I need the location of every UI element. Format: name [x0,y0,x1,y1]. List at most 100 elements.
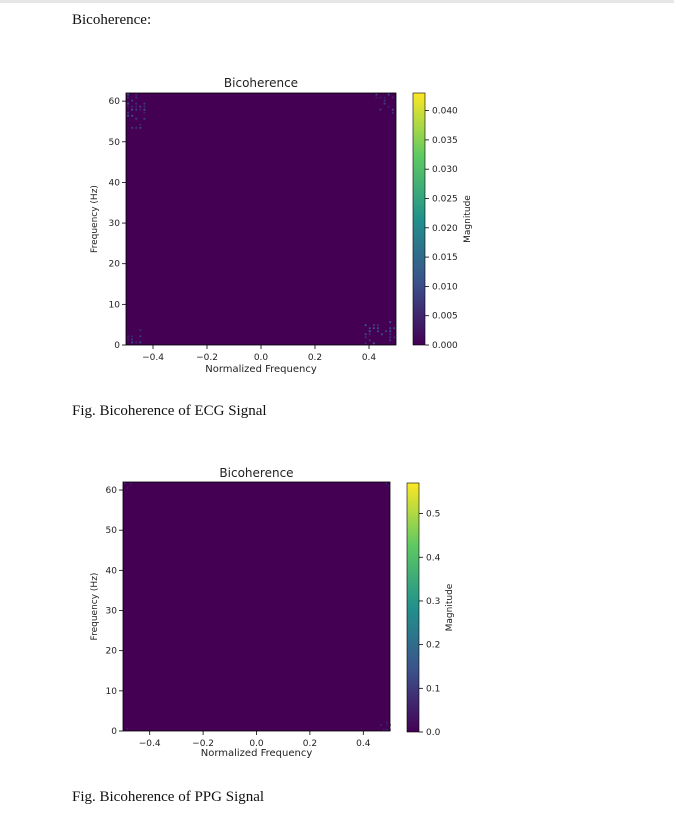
heatmap-cell [375,96,378,99]
colorbar-tick-label: 0.000 [432,341,458,351]
heatmap-cell [379,108,382,111]
heatmap-cell [391,111,394,114]
heatmap-cell [139,105,142,108]
y-tick-label: 10 [109,300,121,310]
x-tick-label: 0.4 [362,353,377,363]
heatmap-cell [143,102,146,105]
colorbar-tick-label: 0.010 [432,282,458,292]
heatmap-cell [379,96,382,99]
heatmap-cell [135,105,138,108]
colorbar-tick-label: 0.025 [432,194,458,204]
y-axis-label: Frequency (Hz) [90,573,100,641]
heatmap-cell [381,333,383,336]
heatmap-cell [387,105,390,108]
heatmap-cell [383,99,386,102]
heatmap-cell [131,114,134,117]
x-tick-label: 0.0 [254,353,269,363]
heatmap-cell [364,324,367,327]
heatmap-background [126,93,396,345]
colorbar-tick-label: 0.4 [426,553,441,563]
heatmap-cell [135,93,138,96]
heatmap-cell [383,728,385,731]
heatmap-cell [377,324,379,327]
ppg-figure-caption: Fig. Bicoherence of PPG Signal [72,789,265,805]
heatmap-cell [388,484,391,487]
heatmap-cell [143,111,146,114]
y-tick-label: 50 [109,138,121,148]
heatmap-cell [139,341,142,344]
x-tick-label: −0.2 [192,739,214,749]
heatmap-cell [389,339,392,342]
heatmap-cell [389,333,392,336]
y-tick-label: 50 [106,526,118,536]
heatmap-region-top-right [385,482,391,489]
heatmap-cell [389,321,392,324]
heatmap-cell [131,105,134,108]
x-tick-label: −0.2 [196,353,218,363]
heatmap-cell [143,108,146,111]
y-tick-label: 20 [106,647,118,657]
colorbar-tick-label: 0.5 [426,510,440,520]
x-tick-label: 0.2 [303,739,317,749]
ppg-bicoherence-figure: Bicoherence −0.4 −0.2 0.0 0.2 0.4 Normalized F… [90,466,455,759]
x-tick-label: 0.4 [356,739,371,749]
colorbar-tick-label: 0.005 [432,312,458,322]
colorbar-tick-label: 0.035 [432,136,458,146]
heatmap-cell [127,105,129,108]
heatmap-cell [389,330,392,333]
heatmap-cell [135,108,138,111]
heatmap-cell [126,727,129,730]
heatmap-cell [126,487,129,489]
heatmap-cell [368,333,371,336]
heatmap-cell [368,339,371,342]
y-tick-label: 30 [106,607,118,617]
y-tick-label: 40 [109,178,121,188]
y-tick-label: 60 [106,486,118,496]
y-tick-label: 20 [109,260,121,270]
heatmap-cell [389,336,392,339]
heatmap-cell [368,327,371,330]
colorbar-label: Magnitude [445,583,455,631]
colorbar-tick-label: 0.1 [426,684,440,694]
heatmap-cell [389,327,392,330]
section-title: Bicoherence: [72,12,152,28]
heatmap-cell [127,338,129,341]
heatmap-cell [372,327,375,330]
heatmap-cell [127,114,129,117]
heatmap-cell [391,108,394,111]
colorbar-tick-label: 0.3 [426,597,440,607]
heatmap-cell [387,93,390,96]
heatmap-cell [131,99,134,102]
heatmap-cell [393,336,396,339]
heatmap-cell [123,482,126,484]
colorbar [412,92,426,346]
heatmap-cell [135,102,138,105]
y-tick-label: 10 [106,687,118,697]
chart-title: Bicoherence [224,76,298,90]
heatmap-cell [364,336,367,339]
heatmap-cell [364,333,367,336]
heatmap-cell [372,324,375,327]
heatmap-cell [135,126,138,129]
colorbar-tick-label: 0.020 [432,224,458,234]
x-tick-label: 0.2 [308,353,322,363]
heatmap-cell [372,342,375,345]
heatmap-cell [139,108,142,111]
heatmap-cell [388,487,391,489]
x-tick-label: −0.4 [139,739,161,749]
heatmap-cell [383,96,386,99]
heatmap-cell [139,126,142,129]
chart-title: Bicoherence [219,466,293,480]
colorbar-tick-label: 0.030 [432,165,458,175]
heatmap-cell [385,482,387,484]
heatmap-cell [139,123,142,126]
heatmap-cell [131,341,134,344]
y-axis-label: Frequency (Hz) [90,185,100,253]
y-tick-label: 0 [111,727,117,737]
colorbar-label: Magnitude [463,195,473,243]
heatmap-cell [386,721,388,724]
heatmap-cell [131,108,134,111]
heatmap-cell [127,111,129,114]
heatmap-region-bottom-left [127,329,142,344]
heatmap-cell [393,327,396,330]
